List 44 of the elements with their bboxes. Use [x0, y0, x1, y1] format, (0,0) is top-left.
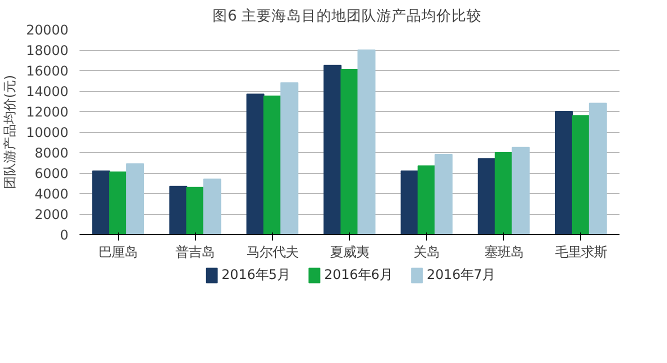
- bar: [357, 50, 376, 234]
- y-axis-title: 团队游产品均价(元): [3, 74, 18, 190]
- bar: [169, 186, 188, 234]
- bar: [434, 154, 453, 234]
- legend-label: 2016年6月: [324, 268, 393, 283]
- y-tick-label: 6000: [34, 167, 69, 182]
- x-tick-label: 关岛: [414, 246, 440, 260]
- y-tick-label: 20000: [26, 24, 69, 38]
- bar: [478, 158, 496, 234]
- bar: [494, 152, 513, 234]
- bar: [263, 96, 282, 234]
- y-tick-label: 2000: [34, 208, 69, 223]
- bar: [280, 82, 298, 234]
- bar: [588, 102, 607, 234]
- chart-title: 图6 主要海岛目的地团队游产品均价比较: [212, 8, 482, 24]
- legend-label: 2016年5月: [222, 268, 290, 283]
- x-tick-label: 马尔代夫: [246, 246, 298, 260]
- bar: [340, 68, 358, 234]
- bar: [126, 163, 144, 234]
- bar: [572, 115, 590, 234]
- bar: [324, 64, 342, 234]
- x-tick-label: 巴厘岛: [98, 246, 138, 260]
- x-tick-label: 普吉岛: [176, 244, 215, 260]
- bar: [186, 186, 204, 234]
- x-tick-label: 塞班岛: [484, 244, 524, 260]
- bar: [109, 171, 128, 234]
- bar: [418, 165, 436, 234]
- y-tick-label: 14000: [26, 85, 69, 100]
- y-tick-label: 4000: [34, 188, 69, 202]
- y-tick-label: 18000: [26, 44, 69, 59]
- bar: [92, 170, 110, 234]
- x-tick-label: 夏威夷: [330, 246, 369, 260]
- y-tick-label: 8000: [34, 146, 69, 162]
- y-tick-label: 12000: [26, 106, 69, 120]
- y-tick-label: 10000: [26, 126, 69, 141]
- bar: [512, 146, 530, 234]
- legend-label: 2016年7月: [426, 268, 496, 283]
- y-tick-label: 0: [60, 228, 69, 244]
- bar: [203, 178, 222, 234]
- y-tick-label: 16000: [26, 64, 69, 80]
- bar: [246, 94, 264, 234]
- bar: [554, 111, 573, 234]
- bar: [400, 170, 419, 234]
- x-tick-label: 毛里求斯: [554, 246, 607, 260]
